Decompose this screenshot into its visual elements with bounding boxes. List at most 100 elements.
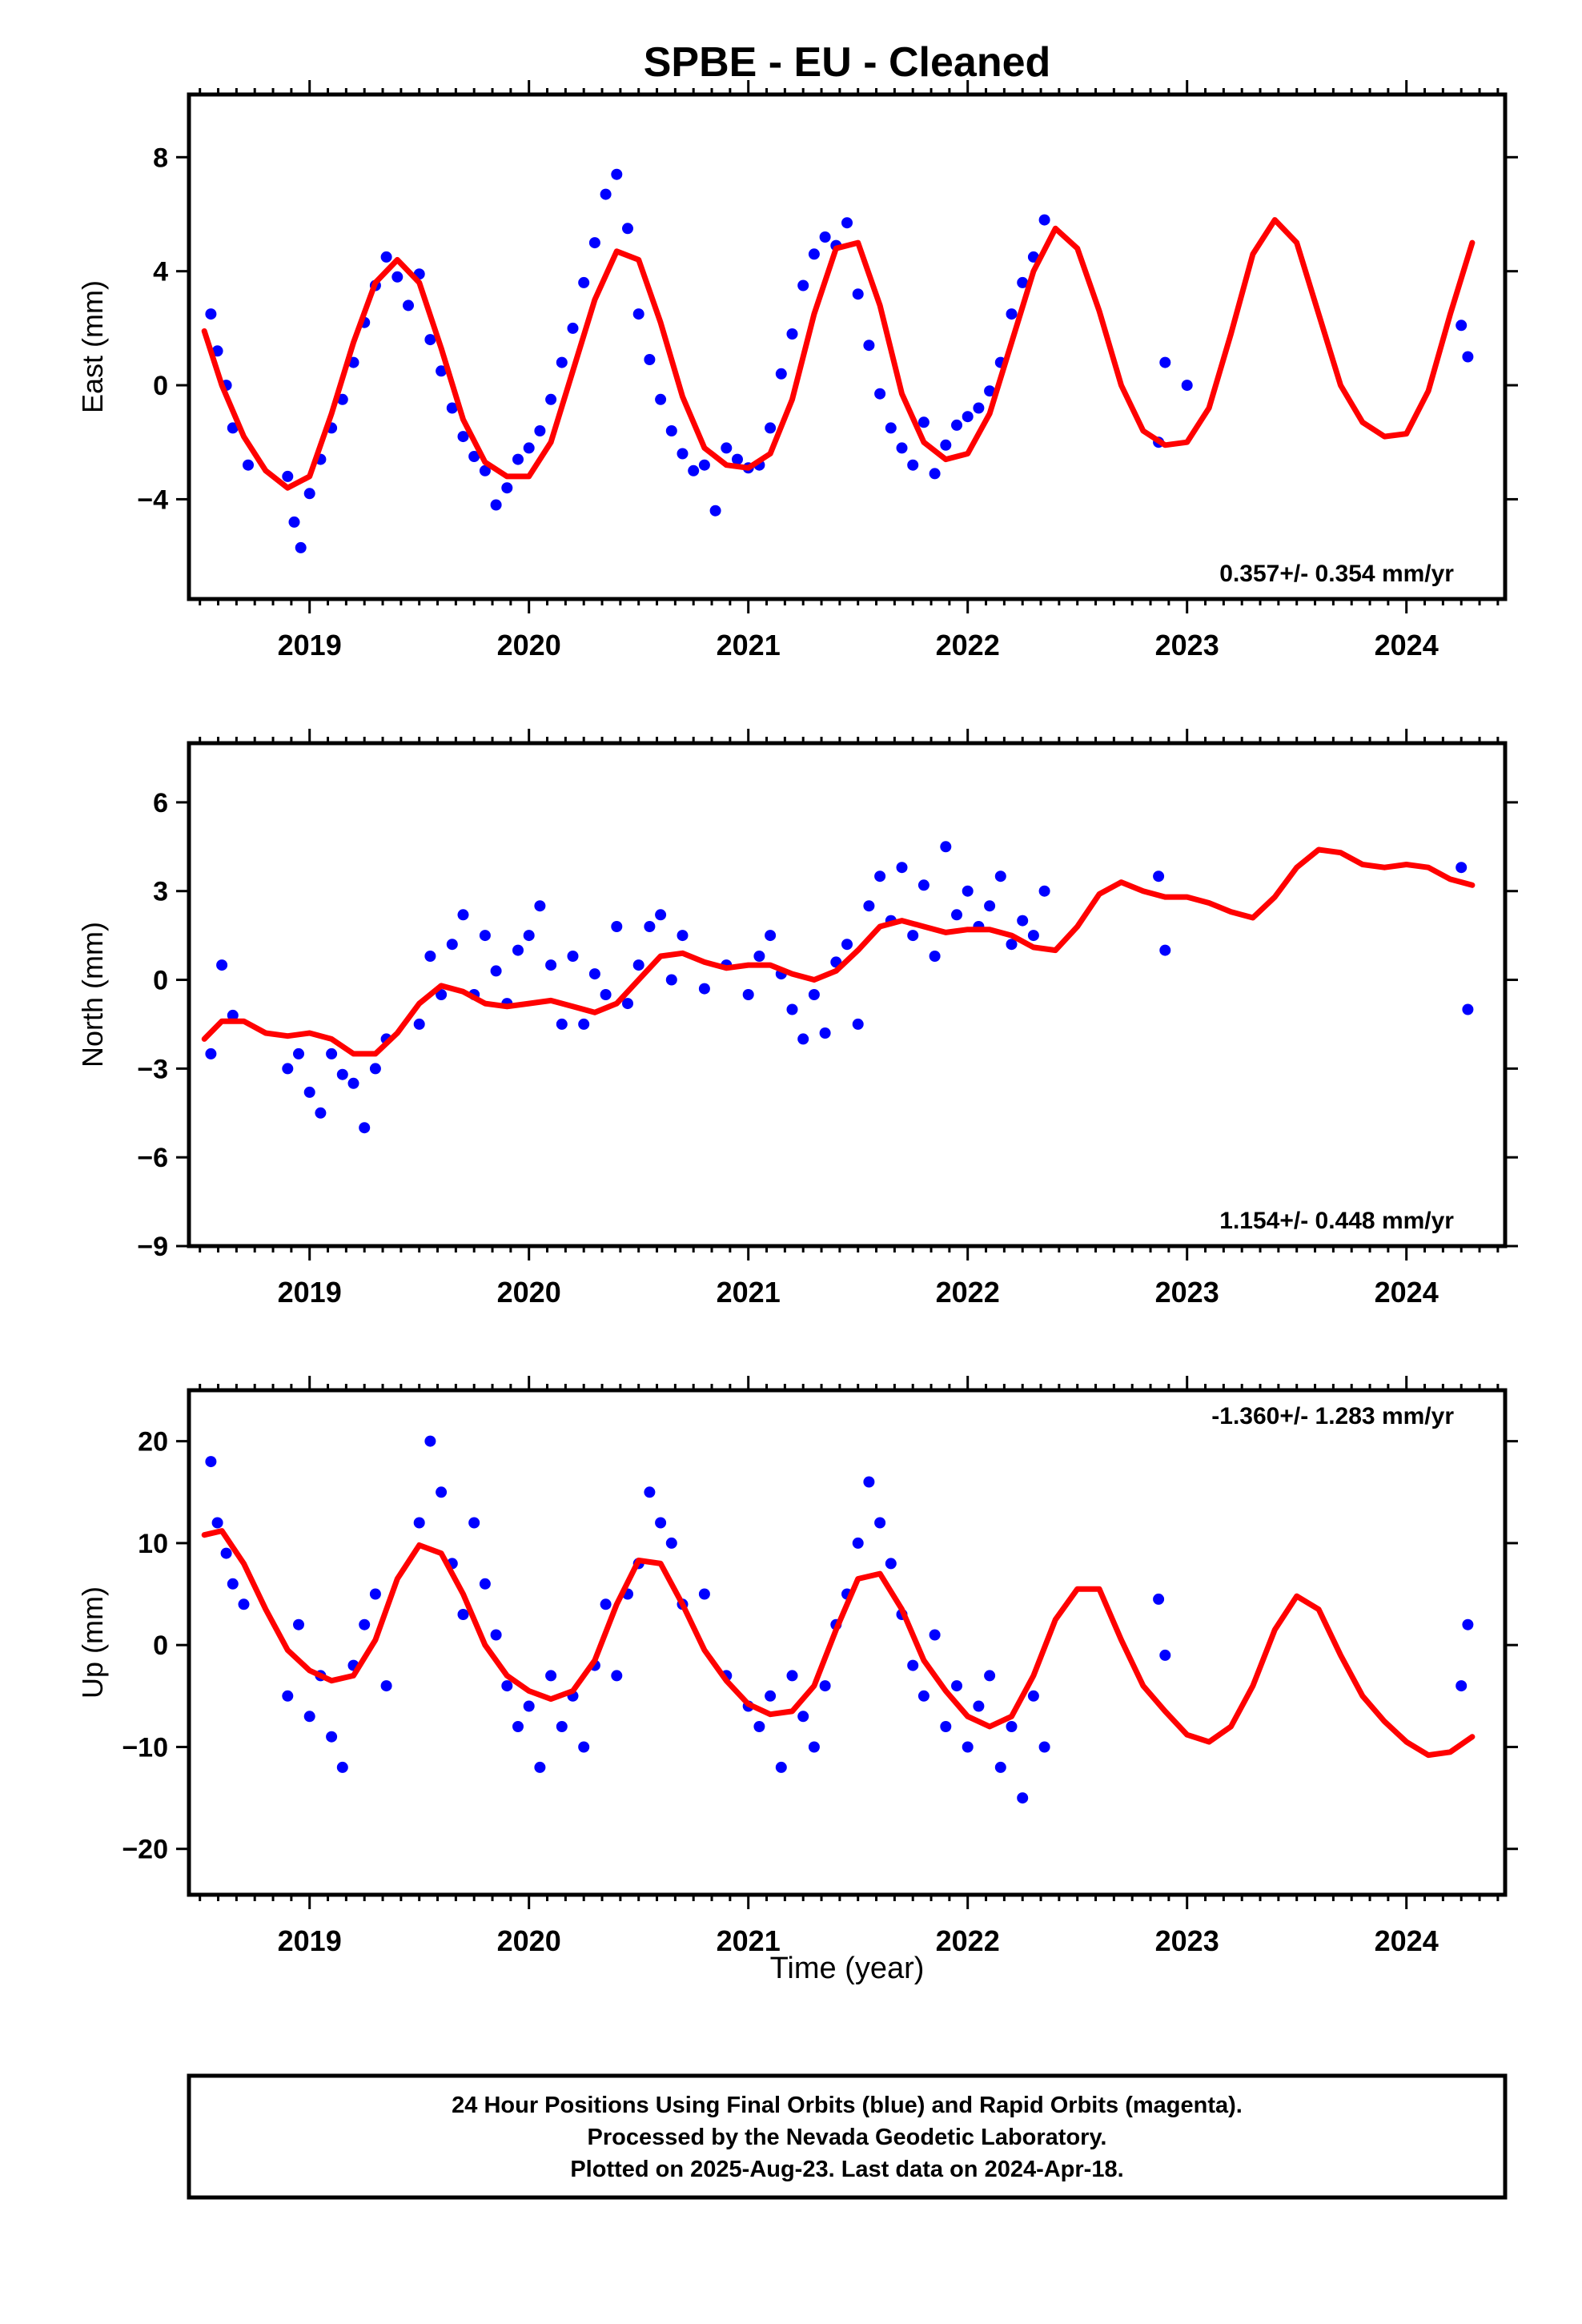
up-data-point — [501, 1680, 513, 1692]
north-data-point — [369, 1063, 381, 1075]
east-data-point — [797, 279, 809, 292]
east-data-point — [841, 217, 853, 229]
east-data-point — [688, 464, 700, 476]
north-data-point — [622, 998, 633, 1010]
footer-box: 24 Hour Positions Using Final Orbits (bl… — [187, 2073, 1508, 2200]
up-data-point — [490, 1629, 502, 1641]
east-data-point — [709, 505, 721, 517]
up-data-point — [436, 1486, 448, 1498]
up-data-point — [655, 1517, 667, 1529]
up-data-point — [512, 1721, 524, 1732]
east-data-point — [588, 237, 600, 249]
up-data-point — [523, 1700, 535, 1712]
east-data-point — [403, 300, 414, 312]
north-data-point — [457, 909, 469, 921]
east-data-point — [962, 411, 974, 423]
east-data-point — [896, 442, 908, 454]
east-data-point — [677, 448, 689, 460]
north-rate-label: 1.154+/- 0.448 mm/yr — [1219, 1208, 1454, 1234]
up-data-point — [282, 1690, 294, 1702]
north-y-tick-label: 3 — [153, 877, 168, 907]
east-x-tick-label: 2023 — [1155, 629, 1219, 661]
up-data-point — [545, 1670, 557, 1682]
east-data-point — [951, 419, 962, 431]
east-y-tick-label: 4 — [153, 257, 168, 287]
north-y-tick-label: −3 — [137, 1054, 168, 1084]
east-data-point — [852, 288, 864, 300]
north-y-tick-label: −6 — [137, 1143, 168, 1173]
up-data-point — [211, 1517, 223, 1529]
east-data-point — [523, 442, 535, 454]
up-data-point — [973, 1700, 985, 1712]
east-data-point — [1159, 356, 1171, 368]
north-data-point — [644, 921, 656, 932]
east-data-point — [665, 425, 677, 436]
east-data-point — [578, 276, 590, 288]
north-data-point — [753, 951, 765, 962]
north-data-point — [534, 900, 546, 912]
up-data-point — [380, 1680, 392, 1692]
north-data-point — [578, 1018, 590, 1030]
north-data-point — [994, 870, 1006, 883]
north-data-point — [1006, 939, 1018, 951]
north-data-point — [1159, 944, 1171, 956]
north-x-tick-label: 2019 — [278, 1276, 342, 1309]
up-data-point — [1038, 1741, 1050, 1753]
up-axes: −20 −10 0 10 20 2019 2020 2021 2022 2023 2024 — [122, 1376, 1518, 1957]
up-data-point — [303, 1711, 315, 1723]
up-data-layer — [201, 1435, 1476, 1804]
north-data-point — [665, 974, 677, 986]
north-data-point — [951, 909, 962, 921]
north-data-point — [556, 1018, 568, 1030]
east-data-point — [1181, 380, 1193, 392]
east-data-point — [556, 356, 568, 368]
north-data-point — [205, 1047, 217, 1059]
figure-title: SPBE - EU - Cleaned — [644, 39, 1051, 86]
north-data-point — [1456, 862, 1468, 874]
east-data-point — [885, 422, 897, 434]
east-data-point — [819, 231, 831, 243]
north-data-point — [1462, 1003, 1474, 1015]
up-data-point — [457, 1609, 469, 1620]
north-data-point — [227, 1009, 239, 1021]
up-data-point — [994, 1761, 1006, 1773]
up-data-point — [1456, 1680, 1468, 1692]
east-y-tick-label: 0 — [153, 371, 168, 401]
up-data-point — [1153, 1593, 1165, 1605]
east-data-point — [457, 431, 469, 443]
up-x-tick-label: 2020 — [497, 1924, 561, 1957]
up-data-point — [611, 1670, 623, 1682]
east-data-point — [698, 459, 710, 471]
north-data-point — [874, 870, 886, 883]
east-plot-frame — [187, 92, 1508, 601]
east-data-point — [211, 345, 223, 357]
east-data-point — [786, 328, 798, 340]
east-data-point — [765, 422, 777, 434]
up-data-point — [1462, 1618, 1474, 1630]
north-x-tick-label: 2023 — [1155, 1276, 1219, 1309]
east-data-point — [227, 422, 239, 434]
east-x-tick-label: 2022 — [936, 629, 1000, 661]
up-data-point — [359, 1618, 371, 1630]
up-data-point — [951, 1680, 962, 1692]
east-data-point — [1006, 308, 1018, 320]
north-data-point — [1027, 930, 1039, 942]
up-y-tick-label: −20 — [122, 1835, 168, 1865]
up-data-point — [293, 1618, 304, 1630]
up-y-tick-label: 20 — [138, 1427, 168, 1458]
north-data-point — [600, 989, 612, 1000]
up-y-tick-label: 0 — [153, 1630, 168, 1661]
footer-line-2: Processed by the Nevada Geodetic Laborat… — [588, 2125, 1107, 2150]
up-y-tick-label: −10 — [122, 1732, 168, 1763]
east-data-point — [929, 468, 941, 480]
up-data-point — [962, 1741, 974, 1753]
up-data-point — [600, 1598, 612, 1610]
east-x-tick-label: 2021 — [717, 629, 781, 661]
up-data-point — [556, 1721, 568, 1732]
east-rate-label: 0.357+/- 0.354 mm/yr — [1219, 561, 1454, 587]
north-data-point — [929, 951, 941, 962]
up-data-point — [797, 1711, 809, 1723]
north-data-point — [611, 921, 623, 932]
